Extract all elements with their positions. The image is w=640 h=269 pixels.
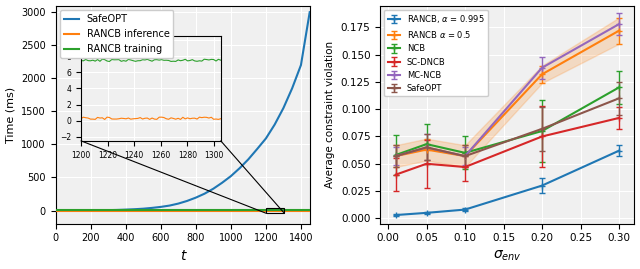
SafeOPT	[52, 209, 60, 212]
SafeOPT	[175, 202, 182, 205]
SafeOPT	[140, 207, 147, 210]
SafeOPT	[289, 87, 296, 90]
SafeOPT	[227, 175, 235, 178]
Legend: RANCB, $\alpha$ = 0.995, RANCB $\alpha$ = 0.5, NCB, SC-DNCB, MC-NCB, SafeOPT: RANCB, $\alpha$ = 0.995, RANCB $\alpha$ …	[385, 10, 488, 96]
Y-axis label: Average constraint violation: Average constraint violation	[325, 41, 335, 188]
Legend: SafeOPT, RANCB inference, RANCB training: SafeOPT, RANCB inference, RANCB training	[60, 10, 173, 58]
SafeOPT	[201, 192, 209, 195]
SafeOPT	[306, 10, 314, 14]
SafeOPT	[192, 196, 200, 199]
SafeOPT	[95, 209, 103, 212]
Bar	[266, 208, 284, 213]
X-axis label: $\sigma_{env}$: $\sigma_{env}$	[493, 249, 522, 263]
SafeOPT	[271, 123, 278, 126]
SafeOPT	[262, 137, 269, 140]
SafeOPT	[236, 167, 243, 170]
Y-axis label: Time (ms): Time (ms)	[6, 87, 15, 143]
SafeOPT	[183, 199, 191, 203]
SafeOPT	[78, 209, 86, 212]
SafeOPT	[209, 187, 217, 190]
SafeOPT	[87, 209, 95, 212]
SafeOPT	[148, 206, 156, 210]
SafeOPT	[104, 208, 112, 212]
SafeOPT	[131, 208, 138, 211]
SafeOPT	[280, 107, 287, 110]
SafeOPT	[297, 63, 305, 67]
SafeOPT	[253, 147, 261, 151]
SafeOPT	[244, 158, 252, 161]
SafeOPT	[113, 208, 121, 211]
SafeOPT	[166, 204, 173, 207]
SafeOPT	[122, 208, 129, 211]
SafeOPT	[61, 209, 68, 212]
SafeOPT	[157, 205, 164, 208]
SafeOPT	[69, 209, 77, 212]
X-axis label: t: t	[180, 249, 186, 263]
SafeOPT	[218, 181, 226, 184]
Line: SafeOPT: SafeOPT	[56, 12, 310, 211]
